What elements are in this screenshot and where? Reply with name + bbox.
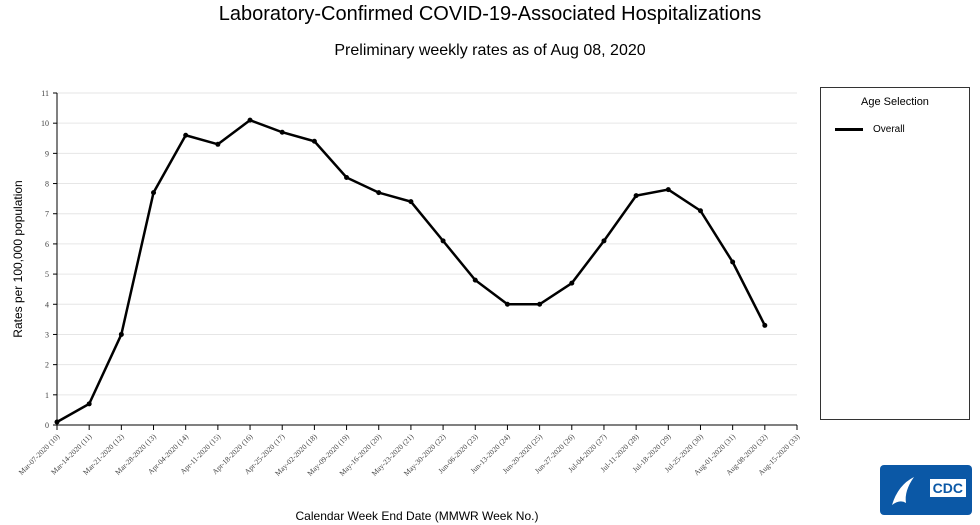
y-tick-label: 3 — [45, 330, 49, 339]
y-tick-label: 4 — [45, 300, 49, 309]
x-axis-label: Calendar Week End Date (MMWR Week No.) — [296, 509, 539, 523]
hhs-eagle-icon — [892, 477, 914, 505]
chart-subtitle: Preliminary weekly rates as of Aug 08, 2… — [334, 42, 646, 59]
data-point — [633, 193, 639, 199]
data-point — [54, 419, 60, 425]
data-point — [472, 277, 478, 283]
data-point — [537, 301, 543, 307]
data-point — [601, 238, 607, 244]
legend-label: Overall — [873, 124, 905, 135]
data-point — [311, 138, 317, 144]
y-axis-label: Rates per 100,000 population — [11, 180, 25, 337]
data-point — [569, 280, 575, 286]
series-line-overall — [56, 118, 766, 424]
legend-line-swatch — [835, 128, 863, 131]
data-point — [697, 208, 703, 214]
y-tick-label: 10 — [41, 119, 49, 128]
y-tick-label: 8 — [45, 180, 49, 189]
data-point — [762, 322, 768, 328]
chart-title: Laboratory-Confirmed COVID-19-Associated… — [218, 3, 762, 25]
y-tick-label: 2 — [45, 361, 49, 370]
y-tick-label: 1 — [45, 391, 49, 400]
data-point — [118, 331, 124, 337]
legend-item-overall[interactable]: Overall — [835, 124, 905, 135]
data-point — [183, 132, 189, 138]
legend: Age Selection Overall — [820, 87, 970, 420]
data-point — [279, 129, 285, 135]
data-point — [151, 190, 157, 196]
data-point — [730, 259, 736, 265]
y-tick-label: 6 — [45, 240, 49, 249]
y-tick-label: 5 — [45, 270, 49, 279]
y-tick-label: 9 — [45, 149, 49, 158]
y-tick-label: 0 — [45, 421, 49, 430]
data-point — [215, 141, 221, 147]
legend-title: Age Selection — [861, 96, 929, 108]
data-point — [344, 175, 350, 181]
data-point — [665, 187, 671, 193]
data-point — [86, 401, 92, 407]
data-point — [247, 117, 253, 123]
cdc-logo: CDC — [880, 465, 972, 515]
data-point — [440, 238, 446, 244]
data-point — [408, 199, 414, 205]
y-tick-label: 11 — [41, 89, 49, 98]
data-point — [376, 190, 382, 196]
y-tick-label: 7 — [45, 210, 49, 219]
data-point — [504, 301, 510, 307]
cdc-logo-text: CDC — [929, 479, 966, 497]
